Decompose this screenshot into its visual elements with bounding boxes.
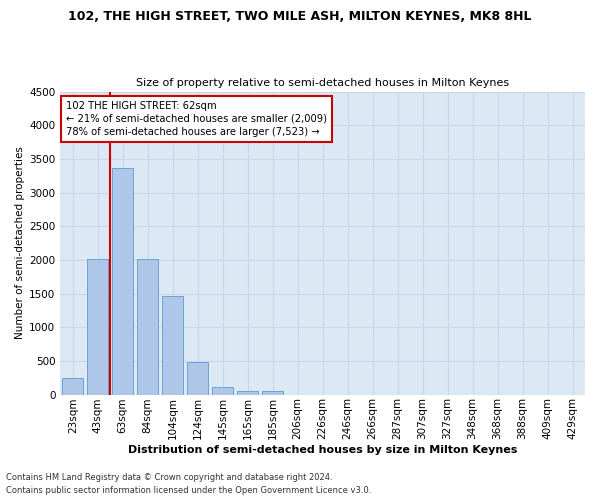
Text: 102 THE HIGH STREET: 62sqm
← 21% of semi-detached houses are smaller (2,009)
78%: 102 THE HIGH STREET: 62sqm ← 21% of semi… bbox=[65, 100, 326, 137]
X-axis label: Distribution of semi-detached houses by size in Milton Keynes: Distribution of semi-detached houses by … bbox=[128, 445, 517, 455]
Bar bbox=[237, 390, 258, 394]
Text: 102, THE HIGH STREET, TWO MILE ASH, MILTON KEYNES, MK8 8HL: 102, THE HIGH STREET, TWO MILE ASH, MILT… bbox=[68, 10, 532, 23]
Bar bbox=[187, 362, 208, 394]
Bar bbox=[62, 378, 83, 394]
Bar bbox=[212, 388, 233, 394]
Bar bbox=[262, 391, 283, 394]
Bar bbox=[112, 168, 133, 394]
Bar bbox=[162, 296, 184, 394]
Title: Size of property relative to semi-detached houses in Milton Keynes: Size of property relative to semi-detach… bbox=[136, 78, 509, 88]
Y-axis label: Number of semi-detached properties: Number of semi-detached properties bbox=[15, 146, 25, 340]
Bar bbox=[137, 259, 158, 394]
Text: Contains HM Land Registry data © Crown copyright and database right 2024.
Contai: Contains HM Land Registry data © Crown c… bbox=[6, 474, 371, 495]
Bar bbox=[87, 258, 109, 394]
